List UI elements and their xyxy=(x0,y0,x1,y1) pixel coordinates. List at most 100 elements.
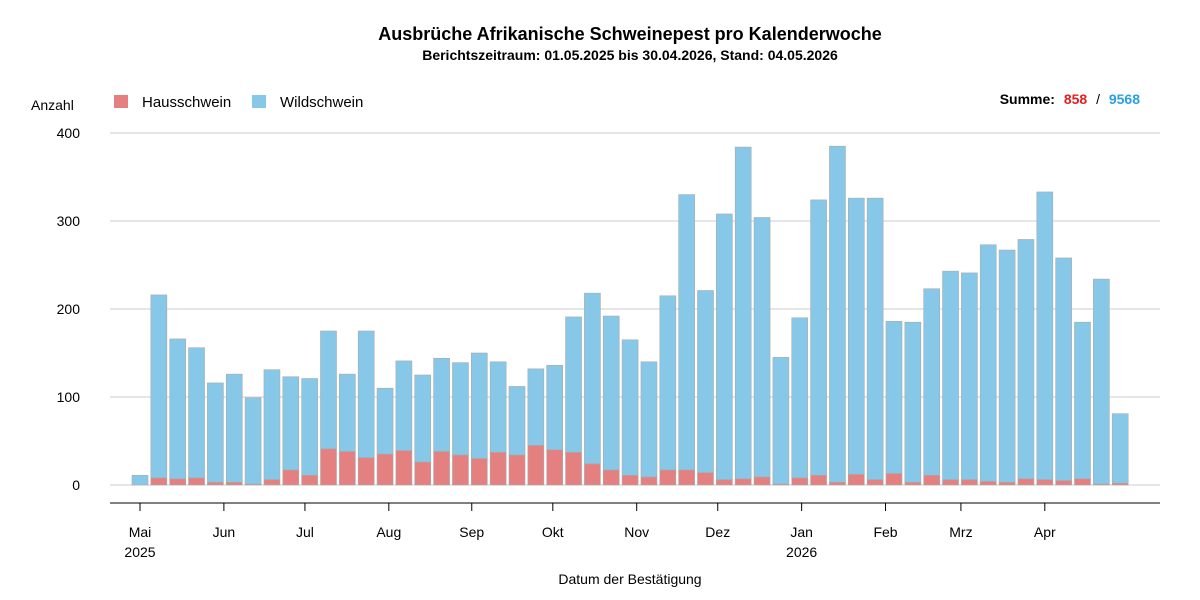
bar-wildschwein-10 xyxy=(320,330,337,450)
bar-wildschwein-18 xyxy=(470,352,488,459)
chart-title: Ausbrüche Afrikanische Schweinepest pro … xyxy=(378,24,881,44)
bar-hausschwein-20 xyxy=(508,454,526,486)
bar-wildschwein-19 xyxy=(489,361,507,453)
bar-wildschwein-20 xyxy=(508,386,526,456)
bar-hausschwein-36 xyxy=(810,475,827,486)
bar-hausschwein-34 xyxy=(772,483,790,486)
x-tick-year-2026: 2026 xyxy=(786,544,817,560)
y-tick-label-400: 400 xyxy=(57,125,81,141)
bar-wildschwein-21 xyxy=(527,368,545,446)
bar-wildschwein-43 xyxy=(942,270,959,481)
bar-hausschwein-14 xyxy=(395,450,413,486)
bar-hausschwein-48 xyxy=(1036,479,1054,486)
bar-wildschwein-16 xyxy=(433,357,450,452)
bar-wildschwein-13 xyxy=(376,387,394,455)
bar-wildschwein-47 xyxy=(1017,239,1035,480)
bar-wildschwein-17 xyxy=(452,362,469,456)
bar-wildschwein-15 xyxy=(414,374,432,463)
bar-hausschwein-7 xyxy=(263,479,281,486)
bar-wildschwein-5 xyxy=(225,373,243,483)
x-tick-label-Aug: Aug xyxy=(376,524,401,540)
bar-wildschwein-28 xyxy=(659,295,677,471)
summary-label: Summe: xyxy=(1000,91,1055,107)
bar-hausschwein-3 xyxy=(188,477,205,486)
summary-text: Summe: 858 / 9568 xyxy=(1000,91,1141,107)
bar-wildschwein-41 xyxy=(904,321,922,483)
bar-wildschwein-7 xyxy=(263,369,281,481)
bar-wildschwein-27 xyxy=(640,361,658,478)
bar-wildschwein-1 xyxy=(150,294,168,479)
bar-hausschwein-39 xyxy=(866,479,884,486)
x-tick-label-Mrz: Mrz xyxy=(949,524,972,540)
bar-hausschwein-6 xyxy=(244,483,262,486)
bar-hausschwein-44 xyxy=(961,479,978,486)
x-tick-label-Apr: Apr xyxy=(1034,524,1056,540)
bar-hausschwein-47 xyxy=(1017,478,1035,486)
bar-hausschwein-11 xyxy=(339,451,356,486)
bar-hausschwein-43 xyxy=(942,479,959,486)
bar-hausschwein-32 xyxy=(734,478,752,486)
bar-hausschwein-41 xyxy=(904,482,922,486)
legend-label-wildschwein: Wildschwein xyxy=(280,94,363,111)
bar-wildschwein-2 xyxy=(169,338,186,480)
bar-wildschwein-50 xyxy=(1074,321,1091,480)
y-tick-label-300: 300 xyxy=(57,213,81,229)
x-tick-label-Nov: Nov xyxy=(624,524,649,540)
x-tick-label-Jul: Jul xyxy=(296,524,314,540)
bar-hausschwein-1 xyxy=(150,477,168,486)
bar-wildschwein-24 xyxy=(584,292,601,465)
bar-wildschwein-42 xyxy=(923,288,941,476)
y-tick-label-200: 200 xyxy=(57,301,81,317)
bar-hausschwein-42 xyxy=(923,475,941,486)
bar-layer xyxy=(131,145,1129,486)
bar-hausschwein-50 xyxy=(1074,478,1091,486)
bar-hausschwein-15 xyxy=(414,461,432,486)
y-tick-label-100: 100 xyxy=(57,389,81,405)
x-tick-year-2025: 2025 xyxy=(124,544,155,560)
bar-wildschwein-30 xyxy=(697,290,714,473)
bar-wildschwein-40 xyxy=(885,321,903,474)
bar-wildschwein-0 xyxy=(131,475,149,486)
legend-swatch-hausschwein xyxy=(114,95,128,108)
bar-hausschwein-52 xyxy=(1111,482,1129,486)
bar-hausschwein-29 xyxy=(678,469,695,486)
chart-subtitle: Berichtszeitraum: 01.05.2025 bis 30.04.2… xyxy=(422,47,838,63)
bar-wildschwein-6 xyxy=(244,397,262,485)
bar-hausschwein-30 xyxy=(697,472,714,486)
bar-hausschwein-9 xyxy=(301,475,318,486)
bar-hausschwein-21 xyxy=(527,445,545,486)
bar-wildschwein-23 xyxy=(565,316,582,453)
bar-hausschwein-8 xyxy=(282,469,300,486)
bar-hausschwein-5 xyxy=(225,482,243,486)
x-tick-label-Mai: Mai xyxy=(129,524,152,540)
bar-hausschwein-33 xyxy=(753,476,771,486)
bar-hausschwein-18 xyxy=(470,458,488,486)
bar-hausschwein-2 xyxy=(169,478,186,486)
bar-hausschwein-37 xyxy=(829,482,846,486)
bar-wildschwein-35 xyxy=(791,317,809,479)
bar-wildschwein-49 xyxy=(1055,257,1072,481)
bar-hausschwein-4 xyxy=(207,482,224,486)
x-tick-label-Jan: Jan xyxy=(790,524,813,540)
bar-wildschwein-38 xyxy=(847,197,865,475)
bar-wildschwein-14 xyxy=(395,360,413,451)
bar-wildschwein-46 xyxy=(998,249,1016,483)
x-tick-label-Okt: Okt xyxy=(542,524,564,540)
x-tick-label-Sep: Sep xyxy=(459,524,484,540)
axis-layer: 0 100 200 300 400 Mai 2025 Jun Jul Aug Sep Okt Nov De… xyxy=(57,125,1160,560)
legend-label-hausschwein: Hausschwein xyxy=(142,94,231,111)
x-tick-label-Dez: Dez xyxy=(705,524,730,540)
x-tick-label-Feb: Feb xyxy=(873,524,897,540)
summary-wildschwein-total: 9568 xyxy=(1109,91,1140,107)
bar-hausschwein-13 xyxy=(376,453,394,486)
bar-wildschwein-25 xyxy=(602,315,620,471)
bar-wildschwein-22 xyxy=(546,365,564,451)
bar-hausschwein-40 xyxy=(885,473,903,486)
bar-hausschwein-24 xyxy=(584,463,601,486)
bar-wildschwein-4 xyxy=(207,382,224,483)
bar-wildschwein-51 xyxy=(1093,278,1110,485)
bar-hausschwein-16 xyxy=(433,451,450,486)
bar-hausschwein-17 xyxy=(452,454,469,486)
bar-wildschwein-44 xyxy=(961,272,978,481)
bar-hausschwein-51 xyxy=(1093,483,1110,486)
